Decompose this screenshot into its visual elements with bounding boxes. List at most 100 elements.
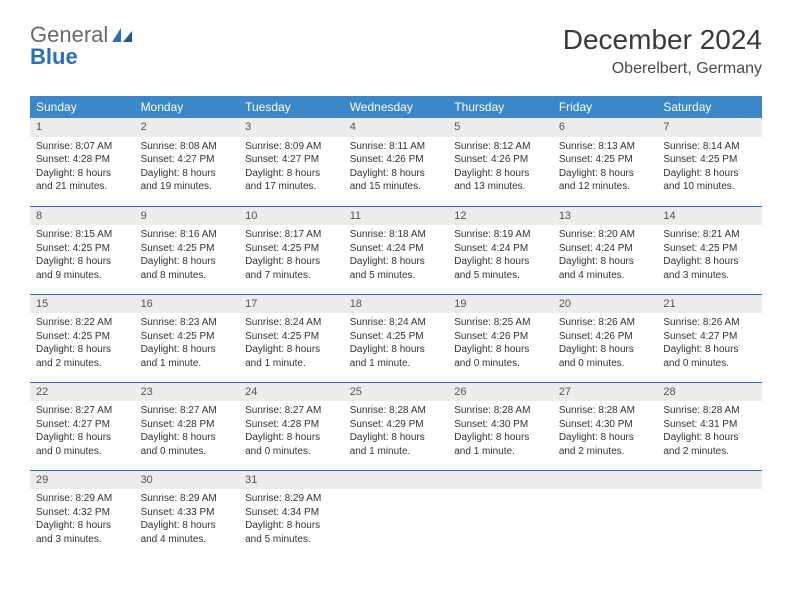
day-number: 9 [135,207,240,226]
sunset-text: Sunset: 4:30 PM [454,418,547,432]
sunset-text: Sunset: 4:27 PM [663,330,756,344]
sunset-text: Sunset: 4:26 PM [454,330,547,344]
sunrise-text: Sunrise: 8:24 AM [245,316,338,330]
day-body: Sunrise: 8:28 AMSunset: 4:30 PMDaylight:… [553,401,658,462]
day-number: 25 [344,383,449,402]
day-number: 23 [135,383,240,402]
sunset-text: Sunset: 4:30 PM [559,418,652,432]
sunrise-text: Sunrise: 8:07 AM [36,140,129,154]
sunset-text: Sunset: 4:24 PM [350,242,443,256]
calendar-day-cell: 25Sunrise: 8:28 AMSunset: 4:29 PMDayligh… [344,382,449,470]
day-number: 17 [239,295,344,314]
daylight-text: Daylight: 8 hours and 13 minutes. [454,167,547,194]
day-body: Sunrise: 8:20 AMSunset: 4:24 PMDaylight:… [553,225,658,286]
sunrise-text: Sunrise: 8:25 AM [454,316,547,330]
day-body: Sunrise: 8:19 AMSunset: 4:24 PMDaylight:… [448,225,553,286]
daylight-text: Daylight: 8 hours and 1 minute. [350,431,443,458]
day-body: Sunrise: 8:12 AMSunset: 4:26 PMDaylight:… [448,137,553,198]
calendar-day-cell: 29Sunrise: 8:29 AMSunset: 4:32 PMDayligh… [30,470,135,558]
daylight-text: Daylight: 8 hours and 2 minutes. [36,343,129,370]
day-number: 13 [553,207,658,226]
sunrise-text: Sunrise: 8:28 AM [350,404,443,418]
calendar-day-cell [344,470,449,558]
day-body: Sunrise: 8:13 AMSunset: 4:25 PMDaylight:… [553,137,658,198]
calendar-day-cell: 17Sunrise: 8:24 AMSunset: 4:25 PMDayligh… [239,294,344,382]
day-body [657,489,762,549]
calendar-week-row: 1Sunrise: 8:07 AMSunset: 4:28 PMDaylight… [30,118,762,206]
day-number [657,471,762,490]
day-body: Sunrise: 8:09 AMSunset: 4:27 PMDaylight:… [239,137,344,198]
calendar-day-cell: 8Sunrise: 8:15 AMSunset: 4:25 PMDaylight… [30,206,135,294]
day-number: 3 [239,118,344,137]
calendar-day-cell: 3Sunrise: 8:09 AMSunset: 4:27 PMDaylight… [239,118,344,206]
sunrise-text: Sunrise: 8:14 AM [663,140,756,154]
calendar-day-cell: 31Sunrise: 8:29 AMSunset: 4:34 PMDayligh… [239,470,344,558]
daylight-text: Daylight: 8 hours and 1 minute. [245,343,338,370]
daylight-text: Daylight: 8 hours and 5 minutes. [454,255,547,282]
sunrise-text: Sunrise: 8:13 AM [559,140,652,154]
calendar-day-cell [553,470,658,558]
day-body: Sunrise: 8:15 AMSunset: 4:25 PMDaylight:… [30,225,135,286]
sunrise-text: Sunrise: 8:16 AM [141,228,234,242]
day-number: 7 [657,118,762,137]
day-number: 10 [239,207,344,226]
calendar-day-cell: 23Sunrise: 8:27 AMSunset: 4:28 PMDayligh… [135,382,240,470]
day-body: Sunrise: 8:21 AMSunset: 4:25 PMDaylight:… [657,225,762,286]
sunrise-text: Sunrise: 8:18 AM [350,228,443,242]
sunrise-text: Sunrise: 8:22 AM [36,316,129,330]
month-title: December 2024 [563,24,762,56]
weekday-header: Wednesday [344,96,449,118]
location-label: Oberelbert, Germany [563,60,762,78]
sunset-text: Sunset: 4:25 PM [245,330,338,344]
day-body [344,489,449,549]
day-number: 26 [448,383,553,402]
sunrise-text: Sunrise: 8:21 AM [663,228,756,242]
sunrise-text: Sunrise: 8:17 AM [245,228,338,242]
day-body [553,489,658,549]
day-number: 1 [30,118,135,137]
sunset-text: Sunset: 4:25 PM [663,153,756,167]
day-number: 20 [553,295,658,314]
daylight-text: Daylight: 8 hours and 7 minutes. [245,255,338,282]
daylight-text: Daylight: 8 hours and 4 minutes. [141,519,234,546]
calendar-day-cell: 24Sunrise: 8:27 AMSunset: 4:28 PMDayligh… [239,382,344,470]
sunrise-text: Sunrise: 8:12 AM [454,140,547,154]
daylight-text: Daylight: 8 hours and 15 minutes. [350,167,443,194]
day-body: Sunrise: 8:07 AMSunset: 4:28 PMDaylight:… [30,137,135,198]
logo-text-2: Blue [30,46,132,68]
daylight-text: Daylight: 8 hours and 19 minutes. [141,167,234,194]
day-number: 31 [239,471,344,490]
weekday-header-row: Sunday Monday Tuesday Wednesday Thursday… [30,96,762,118]
weekday-header: Saturday [657,96,762,118]
day-body [448,489,553,549]
calendar-day-cell [657,470,762,558]
daylight-text: Daylight: 8 hours and 4 minutes. [559,255,652,282]
sunrise-text: Sunrise: 8:28 AM [663,404,756,418]
daylight-text: Daylight: 8 hours and 2 minutes. [559,431,652,458]
day-body: Sunrise: 8:27 AMSunset: 4:27 PMDaylight:… [30,401,135,462]
day-body: Sunrise: 8:24 AMSunset: 4:25 PMDaylight:… [239,313,344,374]
sunrise-text: Sunrise: 8:29 AM [141,492,234,506]
sunrise-text: Sunrise: 8:11 AM [350,140,443,154]
sunset-text: Sunset: 4:28 PM [36,153,129,167]
daylight-text: Daylight: 8 hours and 21 minutes. [36,167,129,194]
daylight-text: Daylight: 8 hours and 0 minutes. [559,343,652,370]
day-body: Sunrise: 8:27 AMSunset: 4:28 PMDaylight:… [135,401,240,462]
day-number: 21 [657,295,762,314]
day-number: 24 [239,383,344,402]
daylight-text: Daylight: 8 hours and 10 minutes. [663,167,756,194]
sunset-text: Sunset: 4:26 PM [350,153,443,167]
sunset-text: Sunset: 4:26 PM [559,330,652,344]
calendar-day-cell: 6Sunrise: 8:13 AMSunset: 4:25 PMDaylight… [553,118,658,206]
day-number: 6 [553,118,658,137]
day-body: Sunrise: 8:29 AMSunset: 4:32 PMDaylight:… [30,489,135,550]
calendar-day-cell [448,470,553,558]
daylight-text: Daylight: 8 hours and 5 minutes. [350,255,443,282]
daylight-text: Daylight: 8 hours and 3 minutes. [663,255,756,282]
sunset-text: Sunset: 4:25 PM [350,330,443,344]
sunset-text: Sunset: 4:25 PM [141,330,234,344]
calendar-day-cell: 27Sunrise: 8:28 AMSunset: 4:30 PMDayligh… [553,382,658,470]
calendar-week-row: 29Sunrise: 8:29 AMSunset: 4:32 PMDayligh… [30,470,762,558]
logo: General Blue [30,24,132,68]
sunrise-text: Sunrise: 8:29 AM [245,492,338,506]
